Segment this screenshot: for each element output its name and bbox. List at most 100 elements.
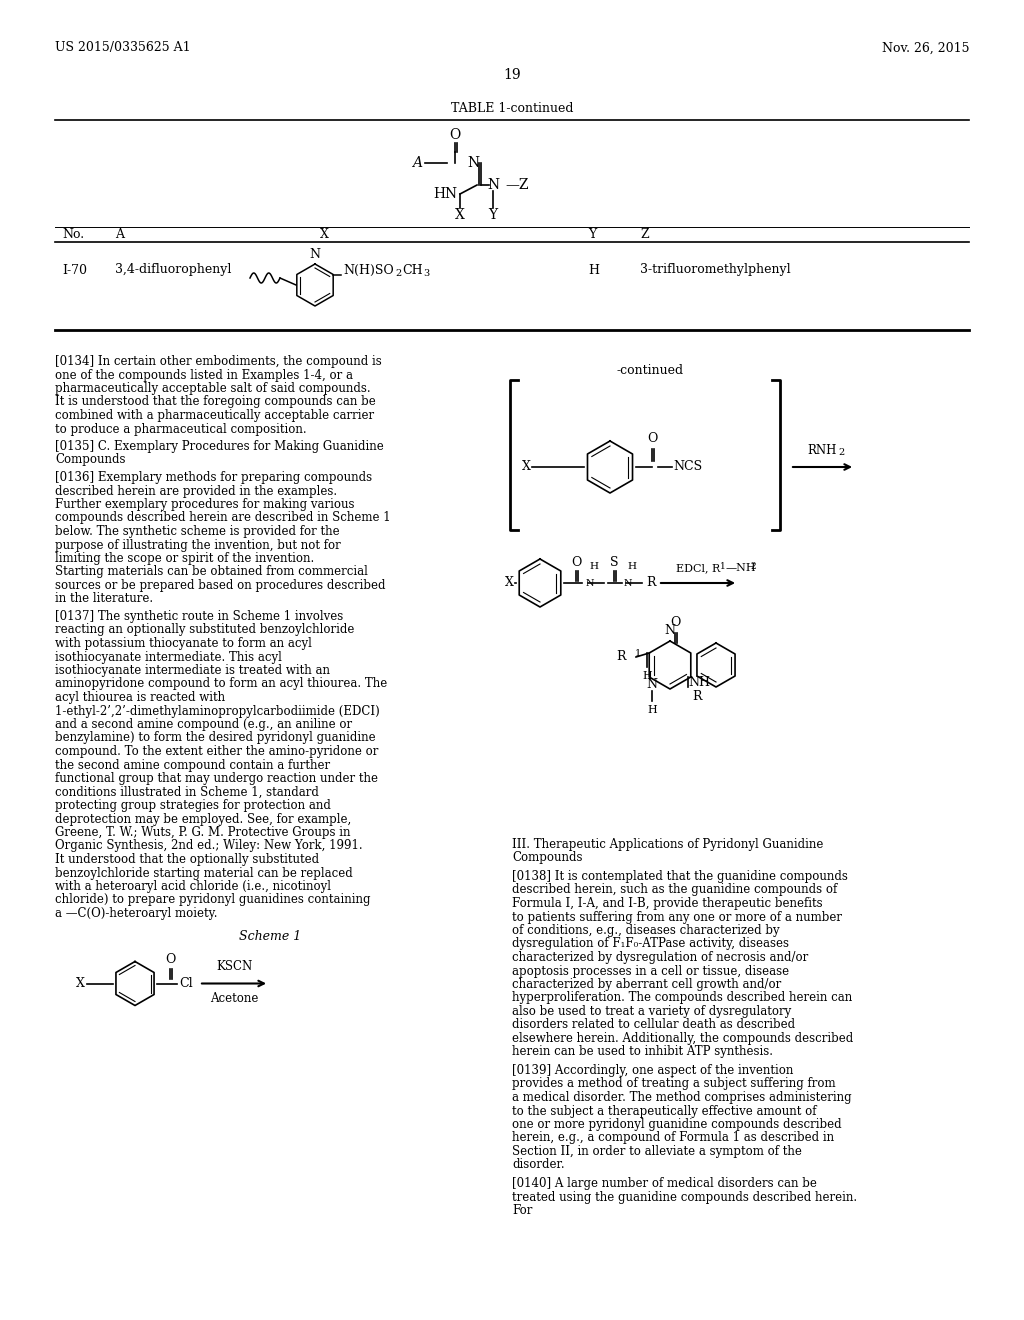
Text: N: N [624,578,632,587]
Text: one or more pyridonyl guanidine compounds described: one or more pyridonyl guanidine compound… [512,1118,842,1131]
Text: to the subject a therapeutically effective amount of: to the subject a therapeutically effecti… [512,1105,816,1118]
Text: 19: 19 [503,69,521,82]
Text: Acetone: Acetone [210,991,258,1005]
Text: X: X [505,577,514,590]
Text: isothiocyanate intermediate is treated with an: isothiocyanate intermediate is treated w… [55,664,330,677]
Text: hyperproliferation. The compounds described herein can: hyperproliferation. The compounds descri… [512,991,852,1005]
Text: a —C(O)-heteroaryl moiety.: a —C(O)-heteroaryl moiety. [55,907,217,920]
Text: NCS: NCS [673,461,702,474]
Text: US 2015/0335625 A1: US 2015/0335625 A1 [55,41,190,54]
Text: aminopyridone compound to form an acyl thiourea. The: aminopyridone compound to form an acyl t… [55,677,387,690]
Text: reacting an optionally substituted benzoylchloride: reacting an optionally substituted benzo… [55,623,354,636]
Text: Compounds: Compounds [55,454,126,466]
Text: N: N [309,248,321,261]
Text: benzoylchloride starting material can be replaced: benzoylchloride starting material can be… [55,866,352,879]
Text: H: H [590,562,598,572]
Text: apoptosis processes in a cell or tissue, disease: apoptosis processes in a cell or tissue,… [512,965,790,978]
Text: the second amine compound contain a further: the second amine compound contain a furt… [55,759,330,771]
Text: isothiocyanate intermediate. This acyl: isothiocyanate intermediate. This acyl [55,651,282,664]
Text: A: A [115,228,124,242]
Text: [0139] Accordingly, one aspect of the invention: [0139] Accordingly, one aspect of the in… [512,1064,794,1077]
Text: of conditions, e.g., diseases characterized by: of conditions, e.g., diseases characteri… [512,924,779,937]
Text: N: N [665,624,676,638]
Text: dysregulation of F₁F₀-ATPase activity, diseases: dysregulation of F₁F₀-ATPase activity, d… [512,937,790,950]
Text: R: R [616,651,626,664]
Text: [0138] It is contemplated that the guanidine compounds: [0138] It is contemplated that the guani… [512,870,848,883]
Text: It is understood that the foregoing compounds can be: It is understood that the foregoing comp… [55,396,376,408]
Text: [0135] C. Exemplary Procedures for Making Guanidine: [0135] C. Exemplary Procedures for Makin… [55,440,384,453]
Text: and a second amine compound (e.g., an aniline or: and a second amine compound (e.g., an an… [55,718,352,731]
Text: N: N [467,156,479,170]
Text: 1: 1 [720,562,726,572]
Text: deprotection may be employed. See, for example,: deprotection may be employed. See, for e… [55,813,351,825]
Text: RNH: RNH [808,444,838,457]
Text: X: X [455,209,465,222]
Text: protecting group strategies for protection and: protecting group strategies for protecti… [55,799,331,812]
Text: compounds described herein are described in Scheme 1: compounds described herein are described… [55,511,390,524]
Text: conditions illustrated in Scheme 1, standard: conditions illustrated in Scheme 1, stan… [55,785,318,799]
Text: 3: 3 [423,268,429,277]
Text: N: N [646,678,657,692]
Text: 1: 1 [635,648,641,657]
Text: Nov. 26, 2015: Nov. 26, 2015 [882,41,969,54]
Text: disorder.: disorder. [512,1159,564,1172]
Text: pharmaceutically acceptable salt of said compounds.: pharmaceutically acceptable salt of said… [55,381,371,395]
Text: R: R [646,577,655,590]
Text: described herein are provided in the examples.: described herein are provided in the exa… [55,484,337,498]
Text: to patients suffering from any one or more of a number: to patients suffering from any one or mo… [512,911,842,924]
Text: chloride) to prepare pyridonyl guanidines containing: chloride) to prepare pyridonyl guanidine… [55,894,371,907]
Text: -continued: -continued [616,363,684,376]
Text: X: X [522,461,530,474]
Text: A: A [412,156,422,170]
Text: [0140] A large number of medical disorders can be: [0140] A large number of medical disorde… [512,1177,817,1191]
Text: X: X [319,228,329,242]
Text: a medical disorder. The method comprises administering: a medical disorder. The method comprises… [512,1092,852,1104]
Text: Scheme 1: Scheme 1 [239,931,301,944]
Text: described herein, such as the guanidine compounds of: described herein, such as the guanidine … [512,883,838,896]
Text: combined with a pharmaceutically acceptable carrier: combined with a pharmaceutically accepta… [55,409,374,422]
Text: Compounds: Compounds [512,851,583,865]
Text: N(H)SO: N(H)SO [343,264,394,276]
Text: O: O [570,557,582,569]
Text: KSCN: KSCN [216,961,252,974]
Text: treated using the guanidine compounds described herein.: treated using the guanidine compounds de… [512,1191,857,1204]
Text: herein can be used to inhibit ATP synthesis.: herein can be used to inhibit ATP synthe… [512,1045,773,1059]
Text: N: N [487,178,499,191]
Text: Starting materials can be obtained from commercial: Starting materials can be obtained from … [55,565,368,578]
Text: For: For [512,1204,532,1217]
Text: 1-ethyl-2’,2’-dimethylaminopropylcarbodiimide (EDCI): 1-ethyl-2’,2’-dimethylaminopropylcarbodi… [55,705,380,718]
Text: Section II, in order to alleviate a symptom of the: Section II, in order to alleviate a symp… [512,1144,802,1158]
Text: Formula I, I-A, and I-B, provide therapeutic benefits: Formula I, I-A, and I-B, provide therape… [512,898,822,909]
Text: purpose of illustrating the invention, but not for: purpose of illustrating the invention, b… [55,539,341,552]
Text: also be used to treat a variety of dysregulatory: also be used to treat a variety of dysre… [512,1005,792,1018]
Text: disorders related to cellular death as described: disorders related to cellular death as d… [512,1019,795,1031]
Text: H: H [642,671,652,681]
Text: Cl: Cl [179,977,193,990]
Text: characterized by aberrant cell growth and/or: characterized by aberrant cell growth an… [512,978,781,991]
Text: H: H [588,264,599,276]
Text: characterized by dysregulation of necrosis and/or: characterized by dysregulation of necros… [512,950,808,964]
Text: TABLE 1-continued: TABLE 1-continued [451,102,573,115]
Text: Further exemplary procedures for making various: Further exemplary procedures for making … [55,498,354,511]
Text: acyl thiourea is reacted with: acyl thiourea is reacted with [55,690,225,704]
Text: compound. To the extent either the amino-pyridone or: compound. To the extent either the amino… [55,744,379,758]
Text: provides a method of treating a subject suffering from: provides a method of treating a subject … [512,1077,836,1090]
Text: Organic Synthesis, 2nd ed.; Wiley: New York, 1991.: Organic Synthesis, 2nd ed.; Wiley: New Y… [55,840,362,853]
Text: 2: 2 [750,562,756,572]
Text: [0137] The synthetic route in Scheme 1 involves: [0137] The synthetic route in Scheme 1 i… [55,610,343,623]
Text: to produce a pharmaceutical composition.: to produce a pharmaceutical composition. [55,422,306,436]
Text: below. The synthetic scheme is provided for the: below. The synthetic scheme is provided … [55,525,340,539]
Text: X: X [76,977,85,990]
Text: 3,4-difluorophenyl: 3,4-difluorophenyl [115,264,231,276]
Text: with a heteroaryl acid chloride (i.e., nicotinoyl: with a heteroaryl acid chloride (i.e., n… [55,880,331,894]
Text: herein, e.g., a compound of Formula 1 as described in: herein, e.g., a compound of Formula 1 as… [512,1131,835,1144]
Text: CH: CH [402,264,423,276]
Text: No.: No. [62,228,84,242]
Text: 2: 2 [395,268,401,277]
Text: —NH: —NH [726,564,757,573]
Text: benzylamine) to form the desired pyridonyl guanidine: benzylamine) to form the desired pyridon… [55,731,376,744]
Text: Z: Z [640,228,648,242]
Text: Greene, T. W.; Wuts, P. G. M. Protective Groups in: Greene, T. W.; Wuts, P. G. M. Protective… [55,826,350,840]
Text: [0134] In certain other embodiments, the compound is: [0134] In certain other embodiments, the… [55,355,382,368]
Text: Y: Y [488,209,498,222]
